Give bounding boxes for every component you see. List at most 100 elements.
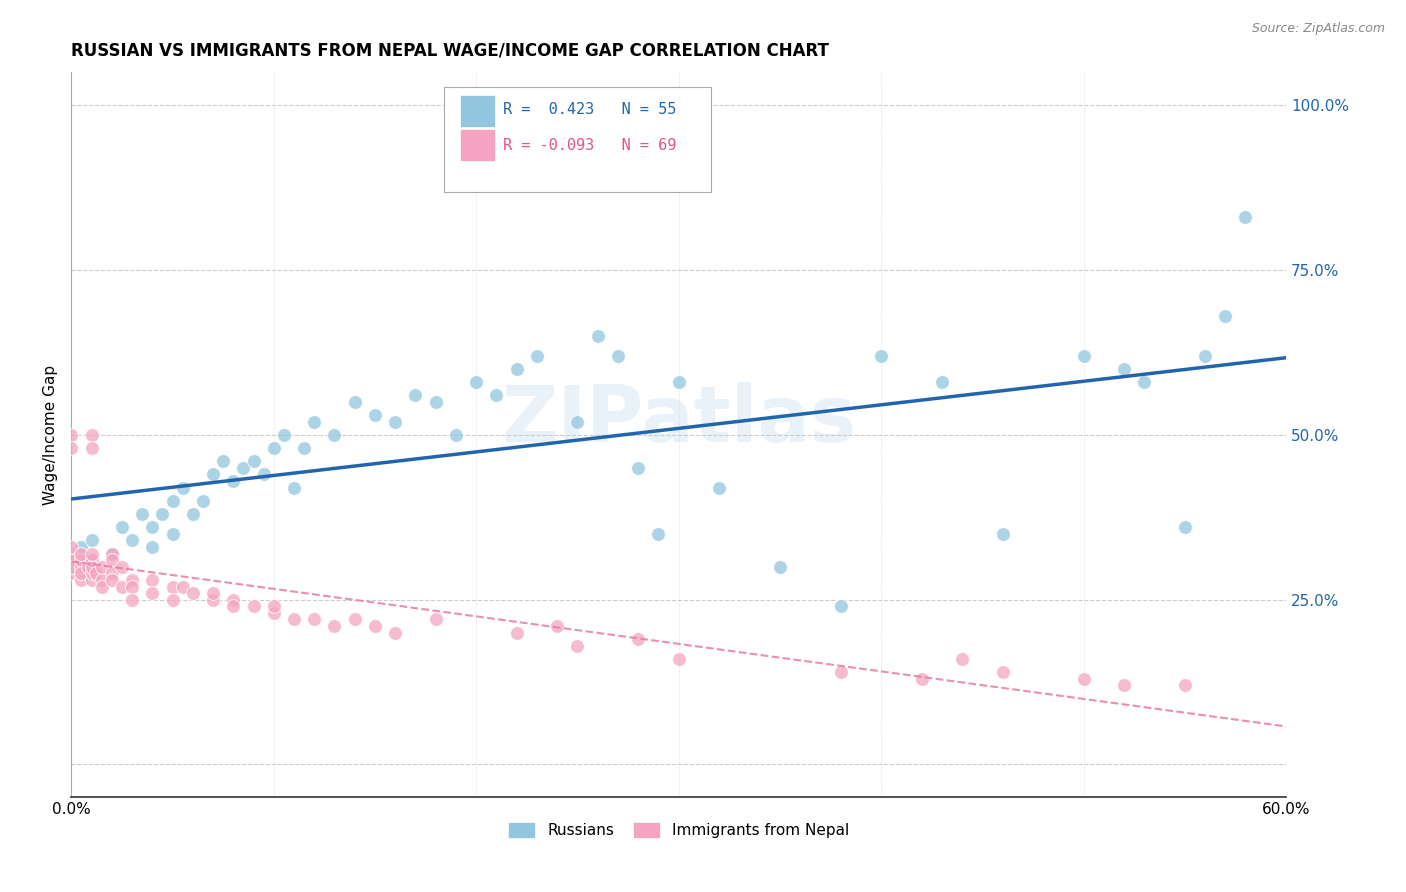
Legend: Russians, Immigrants from Nepal: Russians, Immigrants from Nepal	[502, 816, 856, 844]
Point	[830, 665, 852, 680]
Point	[668, 652, 690, 666]
Point	[323, 428, 346, 442]
Point	[90, 573, 112, 587]
Point	[111, 559, 134, 574]
Point	[202, 592, 225, 607]
Point	[222, 592, 245, 607]
Point	[1174, 678, 1197, 692]
Point	[668, 375, 690, 389]
Text: ZIPatlas: ZIPatlas	[501, 383, 856, 458]
Point	[273, 428, 295, 442]
Point	[485, 388, 508, 402]
Point	[950, 652, 973, 666]
Text: R =  0.423   N = 55: R = 0.423 N = 55	[502, 102, 676, 117]
Point	[627, 632, 650, 647]
Point	[444, 428, 467, 442]
Point	[384, 625, 406, 640]
Point	[80, 533, 103, 548]
Point	[60, 553, 83, 567]
Point	[1073, 672, 1095, 686]
Point	[212, 454, 235, 468]
Point	[222, 599, 245, 614]
Point	[870, 349, 893, 363]
Point	[121, 580, 143, 594]
Point	[465, 375, 488, 389]
Point	[991, 526, 1014, 541]
Point	[84, 566, 107, 581]
Point	[152, 507, 174, 521]
Point	[80, 559, 103, 574]
Point	[769, 559, 792, 574]
Point	[90, 580, 112, 594]
Point	[172, 481, 194, 495]
Point	[60, 559, 83, 574]
Point	[546, 619, 568, 633]
Point	[567, 415, 589, 429]
Point	[162, 592, 184, 607]
Point	[101, 566, 124, 581]
Point	[263, 606, 285, 620]
Point	[222, 474, 245, 488]
Point	[60, 428, 83, 442]
Point	[101, 553, 124, 567]
Point	[830, 599, 852, 614]
Point	[101, 573, 124, 587]
Point	[141, 573, 163, 587]
Point	[191, 493, 214, 508]
Point	[60, 441, 83, 455]
Point	[425, 395, 447, 409]
Point	[910, 672, 932, 686]
Text: R = -0.093   N = 69: R = -0.093 N = 69	[502, 138, 676, 153]
Point	[1234, 211, 1257, 225]
Point	[707, 481, 730, 495]
Point	[141, 520, 163, 534]
FancyBboxPatch shape	[460, 95, 495, 127]
Point	[101, 547, 124, 561]
Point	[141, 540, 163, 554]
Point	[425, 612, 447, 626]
Point	[70, 573, 93, 587]
Point	[343, 612, 366, 626]
Point	[647, 526, 669, 541]
Point	[1073, 349, 1095, 363]
Point	[121, 592, 143, 607]
Point	[343, 395, 366, 409]
Point	[80, 559, 103, 574]
Point	[80, 428, 103, 442]
Point	[70, 547, 93, 561]
Point	[121, 533, 143, 548]
Point	[70, 559, 93, 574]
Point	[1213, 310, 1236, 324]
Point	[70, 553, 93, 567]
Point	[121, 573, 143, 587]
Text: RUSSIAN VS IMMIGRANTS FROM NEPAL WAGE/INCOME GAP CORRELATION CHART: RUSSIAN VS IMMIGRANTS FROM NEPAL WAGE/IN…	[72, 42, 830, 60]
Point	[586, 329, 609, 343]
Y-axis label: Wage/Income Gap: Wage/Income Gap	[44, 365, 58, 505]
FancyBboxPatch shape	[444, 87, 711, 192]
Point	[172, 580, 194, 594]
Point	[1194, 349, 1216, 363]
Point	[242, 454, 264, 468]
Point	[202, 467, 225, 482]
Point	[263, 441, 285, 455]
Point	[80, 553, 103, 567]
Point	[80, 573, 103, 587]
Point	[202, 586, 225, 600]
Point	[606, 349, 628, 363]
Point	[364, 619, 387, 633]
Point	[384, 415, 406, 429]
Point	[131, 507, 153, 521]
Point	[60, 547, 83, 561]
Point	[232, 461, 254, 475]
Point	[101, 547, 124, 561]
Point	[304, 415, 326, 429]
Point	[162, 580, 184, 594]
Point	[60, 566, 83, 581]
Point	[80, 553, 103, 567]
Point	[76, 559, 98, 574]
Point	[263, 599, 285, 614]
Point	[292, 441, 315, 455]
Point	[253, 467, 276, 482]
Text: Source: ZipAtlas.com: Source: ZipAtlas.com	[1251, 22, 1385, 36]
Point	[304, 612, 326, 626]
